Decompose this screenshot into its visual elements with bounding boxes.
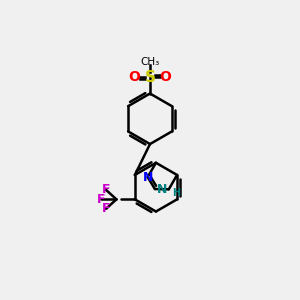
Text: H: H bbox=[172, 188, 181, 199]
Text: CH₃: CH₃ bbox=[140, 57, 160, 67]
Text: F: F bbox=[102, 183, 110, 196]
Text: N: N bbox=[142, 171, 153, 184]
Text: F: F bbox=[97, 193, 105, 206]
Text: F: F bbox=[102, 202, 110, 215]
Text: N: N bbox=[157, 183, 167, 196]
Text: O: O bbox=[160, 70, 171, 84]
Text: O: O bbox=[129, 70, 140, 84]
Text: S: S bbox=[145, 70, 155, 85]
